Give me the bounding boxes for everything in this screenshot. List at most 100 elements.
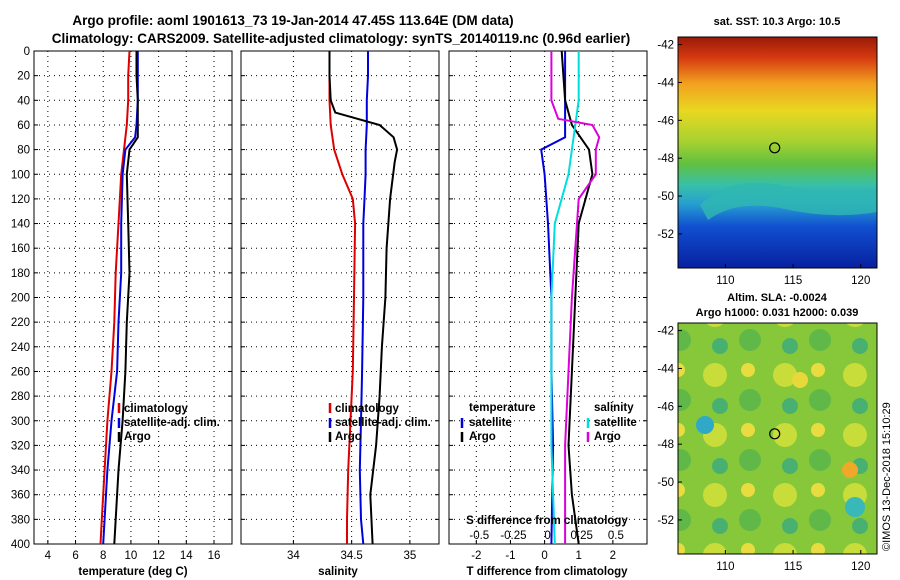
legend-label-s-argo: Argo: [594, 431, 621, 443]
series-line-s-satellite: [550, 51, 580, 545]
x-axis-temperature: 4 6 8 10 12 14 16: [45, 550, 221, 562]
series-temperature: [99, 50, 139, 545]
top-xlabel-s-difference: S difference from climatology: [466, 515, 628, 527]
x-axis-t-difference: -2 -1 0 1 2: [471, 550, 616, 562]
x-tick-label: 8: [100, 550, 106, 562]
map-sla-frame: [677, 322, 878, 555]
x-tick-label: 34.5: [340, 550, 362, 562]
map-y-tick-label: -42: [657, 40, 674, 52]
y-tick-label: 320: [11, 440, 30, 452]
y-tick-label: 40: [17, 95, 30, 107]
map-x-tick-label: 110: [716, 561, 734, 573]
xlabel-t-difference: T difference from climatology: [466, 566, 628, 578]
y-tick-label: 400: [11, 539, 30, 551]
legend-label-climatology: climatology: [335, 403, 400, 415]
y-tick-label: 340: [11, 465, 30, 477]
y-tick-label: 120: [11, 194, 30, 206]
legend-salinity: climatology satellite-adj. clim. Argo: [328, 403, 431, 443]
x-tick-label: 16: [208, 550, 221, 562]
y-tick-label: 80: [17, 145, 30, 157]
map-x-tick-label: 120: [851, 275, 870, 287]
xlabel-temperature: temperature (deg C): [78, 566, 187, 578]
series-line-climatology: [328, 51, 357, 544]
top-x-tick-label: 0.5: [608, 530, 624, 542]
panel-differences: -2 -1 0 1 2 T difference from climatology S …: [448, 50, 648, 578]
legend-temperature: climatology satellite-adj. clim. Argo: [117, 403, 220, 443]
map-y-tick-label: -46: [657, 115, 674, 127]
plot-area-salinity: [240, 50, 440, 545]
y-tick-label: 20: [17, 71, 30, 83]
map-sst-frame: [677, 36, 878, 269]
map-x-tick-label: 110: [716, 275, 734, 287]
y-tick-label: 220: [11, 317, 30, 329]
y-tick-label: 160: [11, 243, 30, 255]
y-tick-label: 280: [11, 391, 30, 403]
series-line-s-argo: [550, 51, 601, 544]
plot-area-differences: [448, 50, 648, 545]
x-axis-salinity: 34 34.5 35: [287, 550, 416, 562]
x-tick-label: -1: [505, 550, 515, 562]
y-tick-label: 200: [11, 293, 30, 305]
x-tick-label: 10: [125, 550, 138, 562]
map-y-tick-label: -52: [657, 515, 674, 527]
y-tick-label: 240: [11, 342, 30, 354]
map-y-tick-label: -44: [657, 77, 674, 89]
series-line-argo: [328, 51, 399, 545]
xlabel-salinity: salinity: [318, 566, 358, 578]
map-x-tick-label: 115: [784, 561, 802, 573]
grid-differences: [449, 50, 647, 545]
map-sla-axes: -42 -44 -46 -48 -50 -52 110 115 120: [657, 326, 870, 573]
x-tick-label: 14: [180, 550, 193, 562]
x-tick-label: 2: [610, 550, 616, 562]
map-y-tick-label: -52: [657, 229, 674, 241]
y-tick-label: 100: [11, 169, 30, 181]
x-tick-label: 4: [45, 550, 52, 562]
series-differences: [540, 50, 601, 545]
legend-label-argo: Argo: [124, 431, 151, 443]
x-tick-label: -2: [471, 550, 481, 562]
sla-eddy: [792, 372, 808, 388]
map-sla-title-1: Altim. SLA: -0.0024: [727, 292, 828, 304]
series-line-argo: [113, 51, 139, 545]
map-sst: sat. SST: 10.3 Argo: 10.5 -42 -44 -46 -48 -5…: [657, 16, 878, 287]
x-tick-label: 12: [152, 550, 165, 562]
map-y-tick-label: -44: [657, 363, 674, 375]
series-line-climatology: [99, 50, 131, 545]
y-tick-label: 380: [11, 514, 30, 526]
y-tick-label: 140: [11, 219, 30, 231]
top-x-tick-label: -0.25: [500, 530, 526, 542]
map-sla-title-2: Argo h1000: 0.031 h2000: 0.039: [696, 307, 859, 319]
panel-salinity: 34 34.5 35 salinity climatology satellite-…: [240, 50, 440, 578]
series-salinity: [328, 51, 399, 545]
map-sla: Altim. SLA: -0.0024 Argo h1000: 0.031 h2…: [657, 292, 878, 573]
series-line-t-argo: [560, 50, 594, 545]
top-x-tick-label: 0: [544, 530, 550, 542]
map-y-tick-label: -50: [657, 477, 674, 489]
top-x-tick-label: 0.25: [571, 530, 593, 542]
x-tick-label: 0: [541, 550, 547, 562]
y-tick-label: 300: [11, 416, 30, 428]
x-tick-label: 1: [576, 550, 582, 562]
legend-differences: temperature satellite Argo salinity sate…: [460, 402, 637, 443]
y-tick-label: 260: [11, 366, 30, 378]
map-y-tick-label: -50: [657, 191, 674, 203]
x-tick-label: 34: [287, 550, 300, 562]
map-sst-title: sat. SST: 10.3 Argo: 10.5: [714, 16, 841, 28]
grid-temperature: [34, 50, 232, 545]
sla-eddy: [842, 462, 858, 478]
map-y-tick-label: -48: [657, 439, 674, 451]
map-y-tick-label: -46: [657, 401, 674, 413]
panel-temperature: 0 20 40 60 80 100 120 140 160 180 200 220 240 260 280 3…: [11, 46, 233, 578]
sst-cold-tongue: [700, 182, 877, 220]
map-x-tick-label: 120: [851, 561, 870, 573]
legend-title-salinity: salinity: [594, 402, 634, 414]
plot-area-temperature: [33, 50, 233, 545]
legend-label-s-satellite: satellite: [594, 417, 637, 429]
sla-eddy: [696, 416, 714, 434]
legend-label-satellite: satellite-adj. clim.: [335, 417, 431, 429]
y-tick-label: 180: [11, 268, 30, 280]
imos-watermark: ©IMOS 13-Dec-2018 15:10:29: [881, 402, 893, 551]
argo-location-marker: [769, 142, 781, 154]
title-line-1: Argo profile: aoml 1901613_73 19-Jan-201…: [72, 13, 513, 28]
